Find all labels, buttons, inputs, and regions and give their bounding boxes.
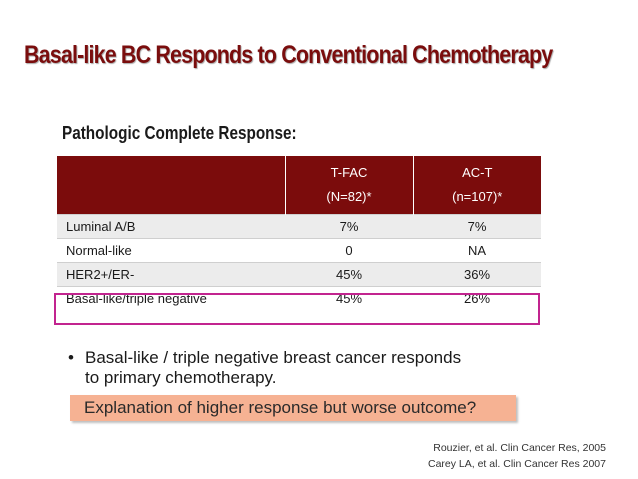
slide-title: Basal-like BC Responds to Conventional C… <box>24 41 553 69</box>
callout-box: Explanation of higher response but worse… <box>70 395 516 421</box>
row-act-value: 26% <box>413 286 541 310</box>
pcr-table-container: T-FAC (N=82)* AC-T (n=107)* Luminal A/B … <box>57 156 541 310</box>
table-header-row: T-FAC (N=82)* AC-T (n=107)* <box>57 156 541 215</box>
header-act-n: (n=107)* <box>452 189 503 204</box>
row-act-value: NA <box>413 238 541 263</box>
row-tfac-value: 45% <box>285 262 413 287</box>
header-cell-act: AC-T (n=107)* <box>412 156 541 215</box>
bullet-text-line: Basal-like / triple negative breast canc… <box>85 348 462 367</box>
pcr-table: T-FAC (N=82)* AC-T (n=107)* Luminal A/B … <box>57 156 541 310</box>
header-cell-subtype <box>57 156 285 215</box>
row-act-value: 36% <box>413 262 541 287</box>
row-tfac-value: 7% <box>285 214 413 239</box>
row-act-value: 7% <box>413 214 541 239</box>
header-cell-tfac: T-FAC (N=82)* <box>284 156 413 215</box>
table-row: Normal-like 0 NA <box>57 238 541 263</box>
row-label: Luminal A/B <box>57 214 285 239</box>
table-row: Luminal A/B 7% 7% <box>57 214 541 239</box>
table-row-highlighted: Basal-like/triple negative 45% 26% <box>57 286 541 310</box>
table-row: HER2+/ER- 45% 36% <box>57 262 541 287</box>
bullet-text-line: to primary chemotherapy. <box>85 368 277 387</box>
header-act-regimen: AC-T <box>462 165 493 180</box>
header-tfac-n: (N=82)* <box>326 189 372 204</box>
bullet-icon: • <box>68 348 74 367</box>
references: Rouzier, et al. Clin Cancer Res, 2005 Ca… <box>380 440 606 472</box>
row-tfac-value: 0 <box>285 238 413 263</box>
header-tfac-regimen: T-FAC <box>330 165 368 180</box>
row-tfac-value: 45% <box>285 286 413 310</box>
section-heading: Pathologic Complete Response: <box>62 123 297 143</box>
row-label: HER2+/ER- <box>57 262 285 287</box>
row-label: Basal-like/triple negative <box>57 286 285 310</box>
bullet-text: Basal-like / triple negative breast canc… <box>85 348 525 388</box>
row-label: Normal-like <box>57 238 285 263</box>
reference-line: Carey LA, et al. Clin Cancer Res 2007 <box>427 458 606 470</box>
reference-line: Rouzier, et al. Clin Cancer Res, 2005 <box>433 442 606 454</box>
